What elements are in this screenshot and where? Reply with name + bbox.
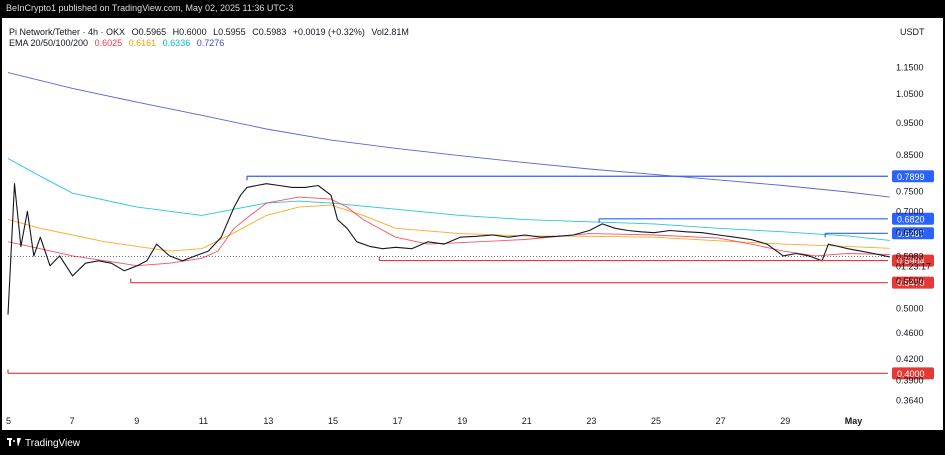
ema50-value: 0.6161 [128,38,157,48]
publisher-line: BeInCrypto1 published on TradingView.com… [6,3,294,13]
series-price [7,183,890,315]
y-tick-label: 1.1500 [896,62,924,72]
x-tick-label: 17 [393,416,403,426]
ema-label[interactable]: EMA 20/50/100/200 [9,38,89,48]
symbol-legend: Pi Network/Tether · 4h · OKX O0.5965 H0.… [9,27,413,37]
y-tick-label: 0.3900 [896,376,924,386]
time-axis: 5 7 9 11 13 15 17 19 21 23 25 27 29 May [6,416,862,426]
level-tag-text: 0.7899 [897,172,925,182]
price-axis: 1.1500 1.0500 0.9500 0.8500 0.7500 0.7000 0.65… [896,62,931,405]
open-value: O0.5965 [131,27,167,37]
level-tag-0.7899 [892,170,934,183]
level-tag-0.6820 [892,212,934,225]
low-value: L0.5955 [213,27,246,37]
level-tag-text: 0.4000 [897,369,925,379]
tradingview-logo-icon [7,438,21,446]
level-tag-text: 0.6820 [897,214,925,224]
levels-layer: 0.7899 0.6820 0.6487 0.5904 0.5470 0.4000 [7,170,934,380]
ema-legend: EMA 20/50/100/200 0.6025 0.6161 0.6336 0… [9,38,228,48]
series-layer [7,72,890,315]
high-value: H0.6000 [172,27,207,37]
x-tick-label: 11 [199,416,208,426]
volume-value: Vol2.81M [371,27,409,37]
close-value: C0.5983 [252,27,287,37]
countdown-label: 01:23:17 [896,262,931,272]
level-tag-0.6487 [892,227,934,240]
x-tick-label: 7 [70,416,75,426]
x-tick-label: 19 [457,416,467,426]
footer-bar [0,430,945,455]
level-tag-text: 0.5470 [897,278,925,288]
x-tick-label: 15 [328,416,338,426]
series-ema-20 [7,196,890,267]
series-ema-200 [7,72,890,198]
level-tag-0.5904 [892,254,934,267]
chart-area[interactable] [2,18,943,430]
y-tick-label: 0.7000 [896,206,924,216]
currency-label[interactable]: USDT [900,27,925,37]
symbol-name[interactable]: Pi Network/Tether · 4h · OKX [9,27,126,37]
tradingview-brand: TradingView [25,438,81,449]
x-tick-label: 5 [6,416,11,426]
level-tag-0.5470 [892,276,934,289]
x-tick-label: 23 [586,416,596,426]
ema20-value: 0.6025 [94,38,123,48]
y-tick-label: 0.8500 [896,150,924,160]
x-tick-label: May [845,416,863,426]
last-price-label: 0.5983 [896,252,924,262]
ema100-value: 0.6336 [162,38,191,48]
y-tick-label: 0.7500 [896,186,924,196]
y-tick-label: 0.4200 [896,354,924,364]
x-tick-label: 9 [134,416,139,426]
y-tick-label: 0.9500 [896,118,924,128]
y-tick-label: 0.5000 [896,304,924,314]
x-tick-label: 29 [780,416,790,426]
ema200-value: 0.7276 [196,38,225,48]
x-tick-label: 25 [651,416,661,426]
series-ema-50 [7,204,890,252]
y-tick-label: 0.4600 [896,328,924,338]
level-tag-text: 0.5904 [897,256,925,266]
series-ema-100 [7,158,890,241]
y-tick-label: 0.6500 [896,228,924,238]
y-tick-label: 0.3640 [896,396,924,406]
y-tick-label: 0.5500 [896,276,924,286]
tradingview-logo[interactable]: TradingView [7,438,80,449]
y-tick-label: 1.0500 [896,89,924,99]
change-value: +0.0019 (+0.32%) [292,27,365,37]
level-tag-0.4000 [892,367,934,380]
x-tick-label: 27 [716,416,726,426]
x-tick-label: 21 [522,416,532,426]
level-tag-text: 0.6487 [897,229,925,239]
x-tick-label: 13 [263,416,273,426]
